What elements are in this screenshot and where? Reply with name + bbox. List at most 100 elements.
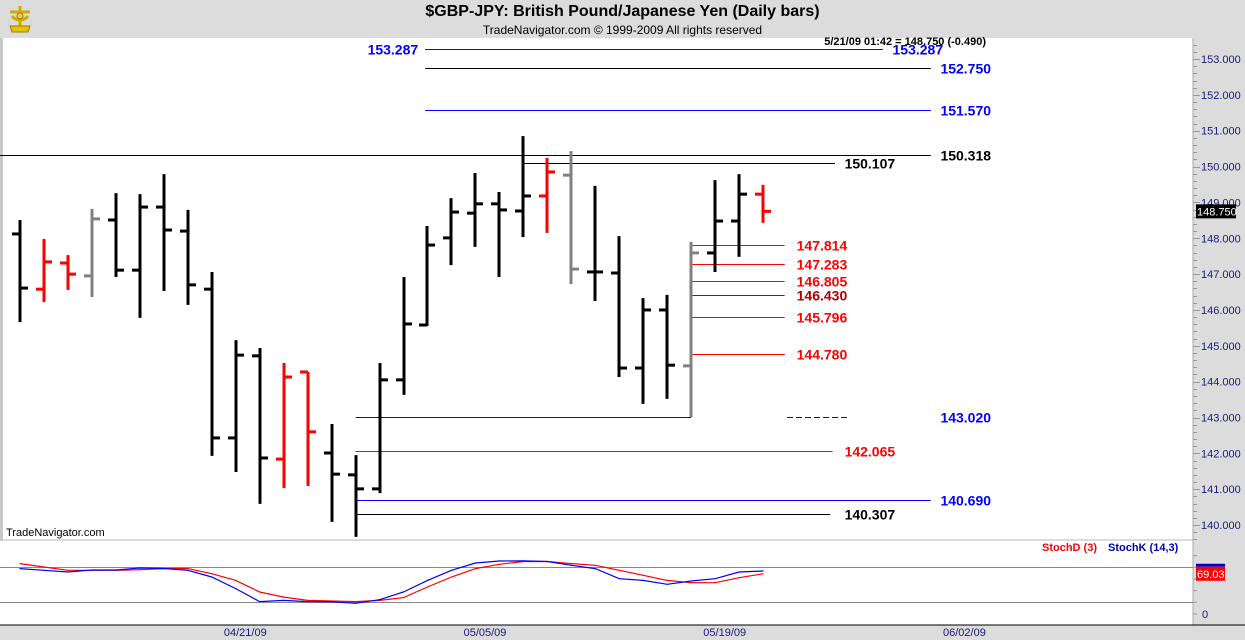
y-tick-label: 147.000 <box>1201 269 1241 281</box>
level-label: 140.690 <box>940 493 991 509</box>
y-tick-label: 142.000 <box>1201 448 1241 460</box>
stoch-point <box>690 582 692 584</box>
level-label: 145.796 <box>797 310 848 326</box>
ohlc-bar <box>156 174 172 291</box>
ohlc-bar <box>108 193 124 277</box>
ohlc-bar <box>276 363 292 489</box>
level-label: 140.307 <box>845 507 896 523</box>
y-tick-label: 146.000 <box>1201 305 1241 317</box>
stoch-point <box>690 580 692 582</box>
stoch-point <box>402 597 405 599</box>
last-price-label: 148.750 <box>1197 206 1237 218</box>
level-label: 150.318 <box>940 148 991 164</box>
stoch-point <box>163 567 165 570</box>
stoch-point <box>402 591 405 593</box>
ohlc-bar <box>204 271 220 456</box>
stoch-point <box>139 569 141 571</box>
stoch-point <box>474 562 477 564</box>
stoch-point <box>354 601 357 603</box>
level-label: 144.780 <box>797 347 848 363</box>
stoch-point <box>642 574 644 576</box>
y-tick-label: 140.000 <box>1201 520 1241 532</box>
stoch-point <box>259 601 261 603</box>
stoch-point <box>450 576 453 578</box>
stoch-point <box>666 579 668 581</box>
ohlc-bar <box>707 180 723 272</box>
ohlc-bar <box>467 173 483 247</box>
y-tick-label: 143.000 <box>1201 413 1241 425</box>
stoch-point <box>762 573 764 575</box>
y-tick-label: 145.000 <box>1201 341 1241 353</box>
chart-subtitle: TradeNavigator.com © 1999-2009 All right… <box>482 23 763 37</box>
stoch-point <box>259 591 261 593</box>
level-label: 153.287 <box>893 42 944 58</box>
stoch-point <box>618 578 620 580</box>
stoch-point <box>331 601 333 603</box>
ohlc-bar <box>587 185 603 301</box>
stoch-point <box>570 563 572 565</box>
stoch-point <box>618 569 620 571</box>
level-label: 150.107 <box>845 156 896 172</box>
stoch-point <box>522 560 524 562</box>
stoch-point <box>594 564 596 566</box>
stoch-point <box>283 596 285 598</box>
stoch-point <box>426 586 429 588</box>
ohlc-bar <box>731 174 747 257</box>
ohlc-bar <box>372 363 388 494</box>
last-price-box <box>1196 204 1236 219</box>
ohlc-bar <box>539 157 555 233</box>
watermark: TradeNavigator.com <box>6 527 105 539</box>
ohlc-bar <box>443 198 459 266</box>
ohlc-bar <box>491 192 507 277</box>
ohlc-bar <box>36 238 52 303</box>
stochd-last-label: 69.03 <box>1197 569 1225 581</box>
stochd-last-box <box>1196 566 1225 581</box>
stoch-point <box>67 571 69 573</box>
level-label: 146.430 <box>797 288 848 304</box>
stoch-point <box>426 579 429 581</box>
x-axis-background <box>0 625 1245 640</box>
stoch-point <box>307 601 309 603</box>
y-tick-label: 150.000 <box>1201 162 1241 174</box>
y-tick-label: 141.000 <box>1201 484 1241 496</box>
stoch-point <box>19 568 21 570</box>
ohlc-bar <box>228 340 244 472</box>
ohlc-bar <box>659 294 675 399</box>
stoch-point <box>498 563 500 565</box>
stoch-point <box>762 570 764 572</box>
level-label-left: 153.287 <box>368 42 419 58</box>
x-tick-label: 05/19/09 <box>703 627 746 639</box>
y-tick-label: 152.000 <box>1201 90 1241 102</box>
stoch-line <box>19 560 764 604</box>
x-tick-label: 05/05/09 <box>464 627 507 639</box>
level-label: 147.283 <box>797 257 848 273</box>
stoch-point <box>354 602 357 604</box>
y-tick-label: 151.000 <box>1201 126 1241 138</box>
stoch-tick-label: 0 <box>1202 609 1208 621</box>
stoch-point <box>642 579 644 581</box>
ohlc-bar <box>84 208 100 298</box>
sextant-icon <box>9 6 31 33</box>
ohlc-bar <box>683 241 699 418</box>
ohlc-bar <box>12 219 28 323</box>
stoch-point <box>498 560 500 562</box>
y-tick-label: 148.000 <box>1201 233 1241 245</box>
stoch-point <box>91 569 93 571</box>
level-label: 143.020 <box>940 410 991 426</box>
stoch-point <box>594 568 596 570</box>
stoch-point <box>738 571 740 573</box>
stoch-point <box>43 566 45 568</box>
level-label: 151.570 <box>940 103 991 119</box>
stoch-point <box>19 563 21 565</box>
stochk-last-marker <box>1196 563 1225 567</box>
stoch-point <box>570 564 572 566</box>
stoch-point <box>378 599 381 601</box>
stoch-point <box>211 576 213 578</box>
stoch-point <box>307 599 309 601</box>
legend-stochk: StochK (14,3) <box>1108 542 1179 554</box>
ohlc-bar <box>348 455 364 537</box>
ohlc-bar <box>132 194 148 318</box>
stoch-line <box>19 560 764 603</box>
stoch-point <box>450 569 453 571</box>
